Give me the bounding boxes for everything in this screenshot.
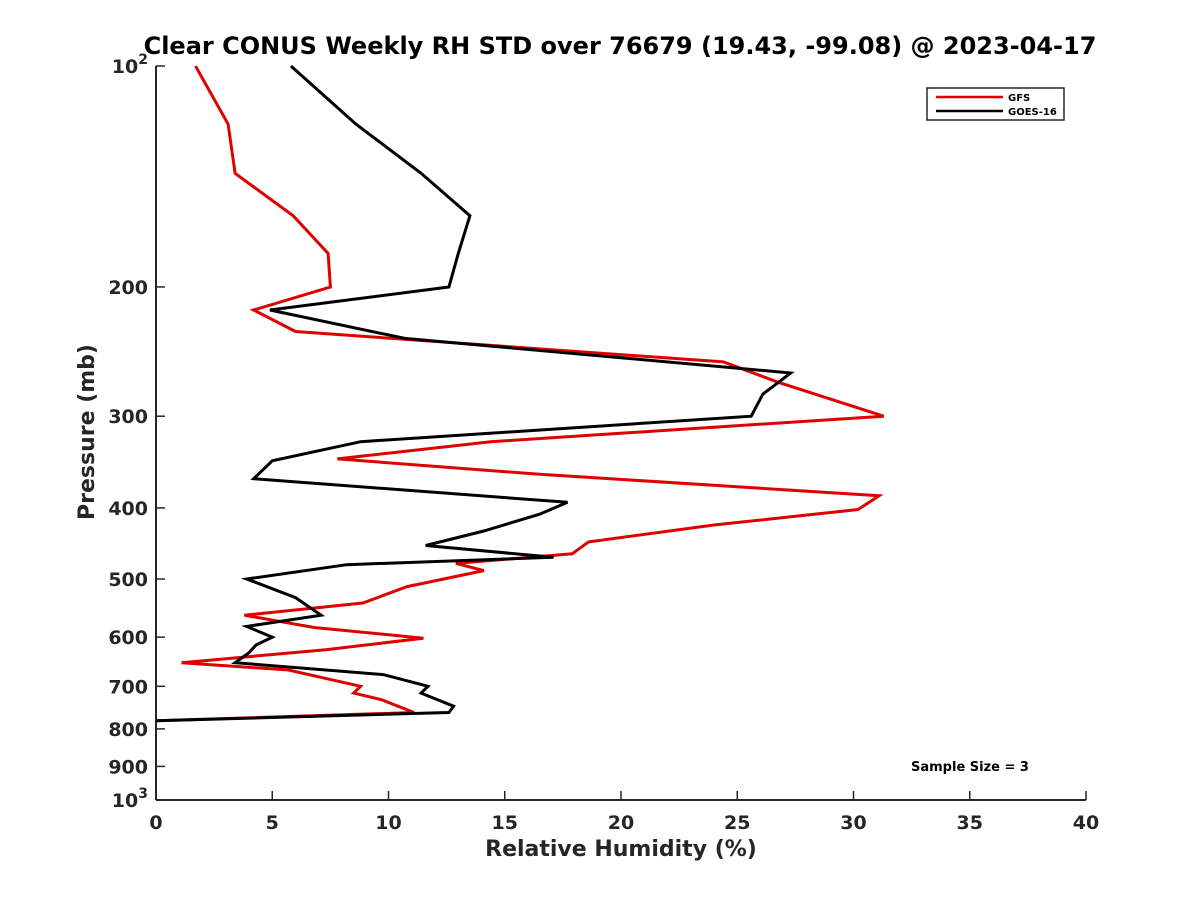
legend-label-goes-16: GOES-16 <box>1008 107 1057 118</box>
x-tick-label: 30 <box>840 812 866 834</box>
y-tick-label: 600 <box>108 627 148 649</box>
x-ticks: 0 5 10 15 20 25 30 35 40 <box>149 791 1099 834</box>
sample-size-annotation: Sample Size = 3 <box>911 760 1029 775</box>
x-tick-label: 35 <box>957 812 983 834</box>
y-tick-label: 900 <box>108 756 148 778</box>
series-line-gfs <box>155 65 885 723</box>
y-tick-label: 300 <box>108 406 148 428</box>
legend-label-gfs: GFS <box>1008 93 1030 104</box>
y-tick-label: 200 <box>108 277 148 299</box>
y-tick-label: 800 <box>108 719 148 741</box>
y-axis-label: Pressure (mb) <box>75 344 100 520</box>
x-axis-label: Relative Humidity (%) <box>485 837 757 862</box>
x-tick-label: 40 <box>1073 812 1099 834</box>
y-tick-label: 103 <box>112 786 148 812</box>
y-ticks: 102 200 300 400 500 600 700 800 900 103 <box>108 52 165 812</box>
y-tick-label: 500 <box>108 569 148 591</box>
x-tick-label: 15 <box>492 812 518 834</box>
series-line-goes-16 <box>155 64 795 723</box>
chart-title: Clear CONUS Weekly RH STD over 76679 (19… <box>144 32 1097 60</box>
y-tick-label: 400 <box>108 498 148 520</box>
legend-box <box>926 87 1065 121</box>
x-tick-label: 25 <box>724 812 750 834</box>
x-tick-label: 0 <box>149 812 162 834</box>
x-tick-label: 10 <box>375 812 401 834</box>
legend: GFS GOES-16 <box>926 87 1065 121</box>
series-layer <box>155 64 885 723</box>
x-tick-label: 20 <box>608 812 634 834</box>
y-tick-label: 102 <box>112 52 148 78</box>
x-tick-label: 5 <box>266 812 279 834</box>
y-tick-label: 700 <box>108 676 148 698</box>
